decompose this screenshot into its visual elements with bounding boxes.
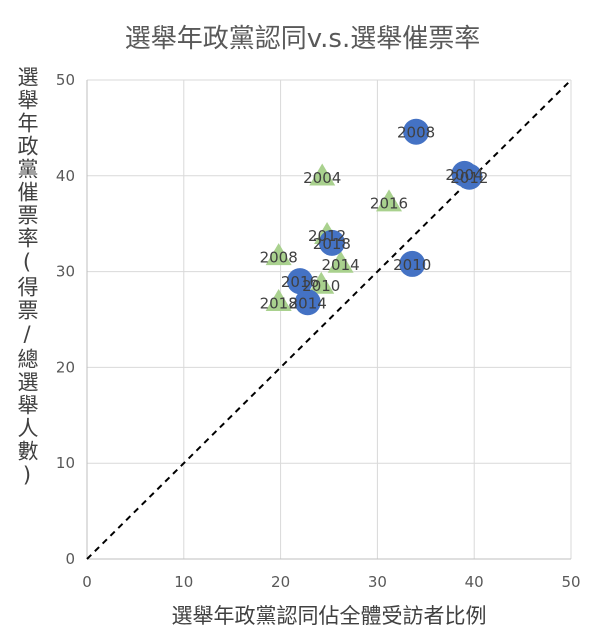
circle-marker	[399, 250, 426, 277]
chart-title: 選舉年政黨認同v.s.選舉催票率	[124, 24, 481, 54]
y-tick-label: 20	[56, 358, 75, 376]
data-label: 2018	[313, 235, 351, 253]
circle-marker	[456, 163, 483, 190]
circle-marker	[294, 289, 321, 316]
y-tick-label: 30	[56, 263, 75, 281]
data-label: 2012	[308, 227, 346, 245]
x-tick-label: 10	[174, 573, 193, 591]
data-label: 2018	[260, 294, 298, 312]
data-label: 2016	[281, 273, 319, 291]
x-tick-label: 30	[368, 573, 387, 591]
data-label: 2016	[370, 195, 408, 213]
data-label: 2008	[260, 248, 298, 266]
triangle-marker	[265, 243, 292, 266]
data-label: 2004	[445, 166, 483, 184]
y-tick-label: 0	[65, 550, 75, 568]
triangle-marker	[265, 289, 292, 312]
y-tick-label: 50	[56, 71, 75, 89]
data-label: 2010	[393, 256, 431, 274]
x-tick-label: 40	[465, 573, 484, 591]
reference-line	[86, 79, 572, 560]
triangle-marker	[309, 163, 336, 186]
x-axis-title: 選舉年政黨認同佔全體受訪者比例	[171, 604, 487, 628]
data-label: 2008	[397, 124, 435, 142]
triangle-marker	[327, 250, 354, 273]
data-label: 2012	[450, 169, 488, 187]
circle-marker	[286, 268, 313, 295]
triangle-marker	[308, 271, 335, 294]
triangle-marker	[376, 189, 403, 212]
y-tick-label: 10	[56, 454, 75, 472]
y-tick-label: 40	[56, 167, 75, 185]
data-label: 2014	[322, 256, 360, 274]
y-axis-title: 選舉年政黨催票率(得票/總選舉人數)	[15, 66, 39, 489]
x-tick-label: 0	[82, 573, 92, 591]
data-label: 2010	[302, 277, 340, 295]
circle-marker	[403, 118, 430, 145]
circle-marker	[318, 229, 345, 256]
x-tick-label: 20	[271, 573, 290, 591]
data-label: 2004	[303, 169, 341, 187]
x-tick-label: 50	[561, 573, 580, 591]
data-label: 2014	[289, 294, 327, 312]
